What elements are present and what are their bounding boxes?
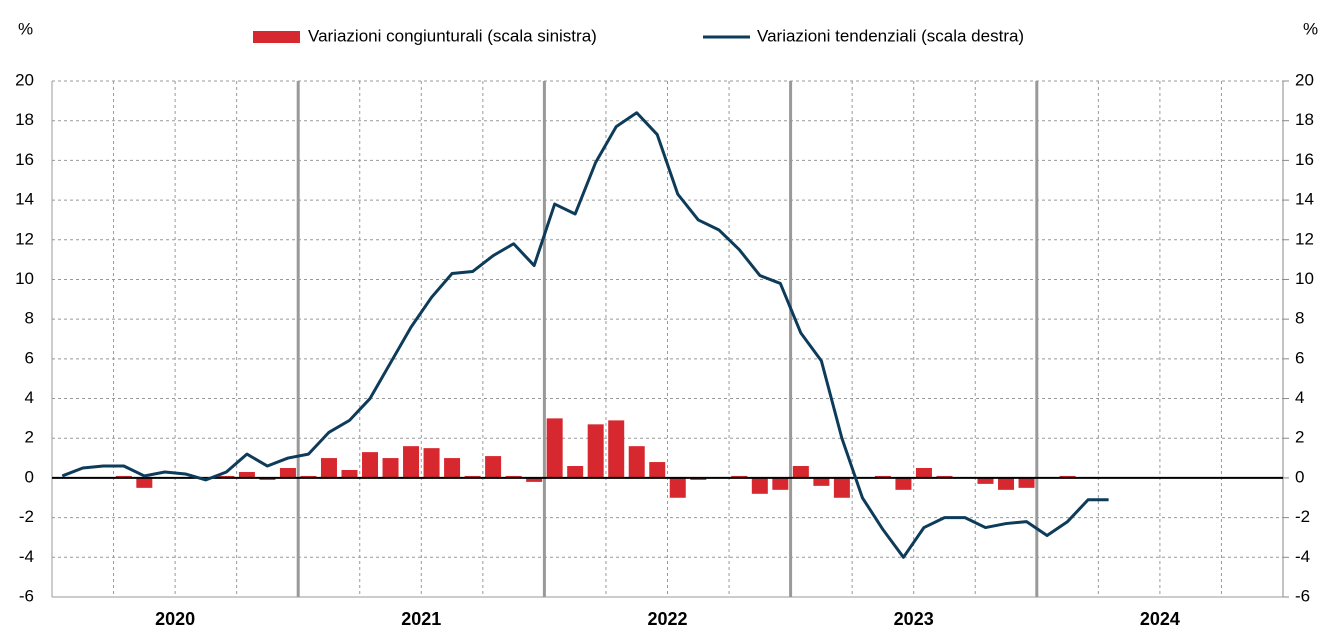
bar: [444, 458, 461, 478]
x-year-label: 2021: [401, 609, 441, 629]
y2-tick-label: 18: [1295, 110, 1314, 129]
y2-tick-label: 12: [1295, 229, 1314, 248]
y-tick-label: 0: [25, 467, 34, 486]
y2-tick-label: 0: [1295, 467, 1304, 486]
bar: [587, 424, 604, 478]
y-unit-right: %: [1303, 19, 1318, 38]
y2-tick-label: 20: [1295, 70, 1314, 89]
x-year-label: 2024: [1140, 609, 1180, 629]
bar: [362, 452, 379, 478]
y2-tick-label: 14: [1295, 190, 1314, 209]
y2-tick-label: 16: [1295, 150, 1314, 169]
y2-tick-label: -2: [1295, 507, 1310, 526]
bar: [341, 469, 358, 478]
bar: [751, 477, 768, 494]
y-tick-label: -2: [19, 507, 34, 526]
bar: [320, 458, 337, 478]
y-tick-label: -6: [19, 586, 34, 605]
bar: [977, 477, 994, 484]
line-series: [61, 111, 1109, 559]
x-year-label: 2023: [894, 609, 934, 629]
y2-tick-label: 2: [1295, 428, 1304, 447]
y-tick-label: 8: [25, 309, 34, 328]
bar: [813, 477, 830, 486]
bar: [567, 466, 584, 478]
y-tick-label: -4: [19, 547, 34, 566]
bar: [772, 477, 789, 490]
bar: [649, 462, 666, 478]
x-year-label: 2022: [647, 609, 687, 629]
y-tick-label: 12: [15, 229, 34, 248]
legend-label: Variazioni tendenziali (scala destra): [757, 26, 1024, 45]
bar: [833, 477, 850, 498]
y2-tick-label: 4: [1295, 388, 1304, 407]
legend-swatch: [253, 31, 300, 43]
y-tick-label: 18: [15, 110, 34, 129]
y-tick-label: 14: [15, 190, 34, 209]
bar: [1018, 477, 1035, 488]
bar: [669, 477, 686, 498]
bar: [279, 468, 296, 478]
bar: [526, 477, 543, 482]
y-tick-label: 4: [25, 388, 34, 407]
y2-tick-label: -6: [1295, 586, 1310, 605]
bar: [608, 420, 625, 478]
y-tick-label: 20: [15, 70, 34, 89]
x-year-label: 2020: [155, 609, 195, 629]
bar: [998, 477, 1015, 490]
bar: [423, 448, 440, 478]
bar: [382, 458, 399, 478]
y-tick-label: 16: [15, 150, 34, 169]
y2-tick-label: 6: [1295, 348, 1304, 367]
y-unit-left: %: [18, 19, 33, 38]
bar: [136, 477, 153, 488]
legend-label: Variazioni congiunturali (scala sinistra…: [308, 26, 597, 45]
y-tick-label: 2: [25, 428, 34, 447]
bar: [403, 446, 420, 478]
bar: [792, 466, 809, 478]
bar: [485, 456, 502, 478]
y2-tick-label: -4: [1295, 547, 1310, 566]
y-tick-label: 6: [25, 348, 34, 367]
bar: [895, 477, 912, 490]
y2-tick-label: 8: [1295, 309, 1304, 328]
y2-tick-label: 10: [1295, 269, 1314, 288]
bar: [238, 471, 255, 478]
bar: [915, 468, 932, 478]
bar: [546, 418, 563, 478]
bar: [628, 446, 645, 478]
y-tick-label: 10: [15, 269, 34, 288]
